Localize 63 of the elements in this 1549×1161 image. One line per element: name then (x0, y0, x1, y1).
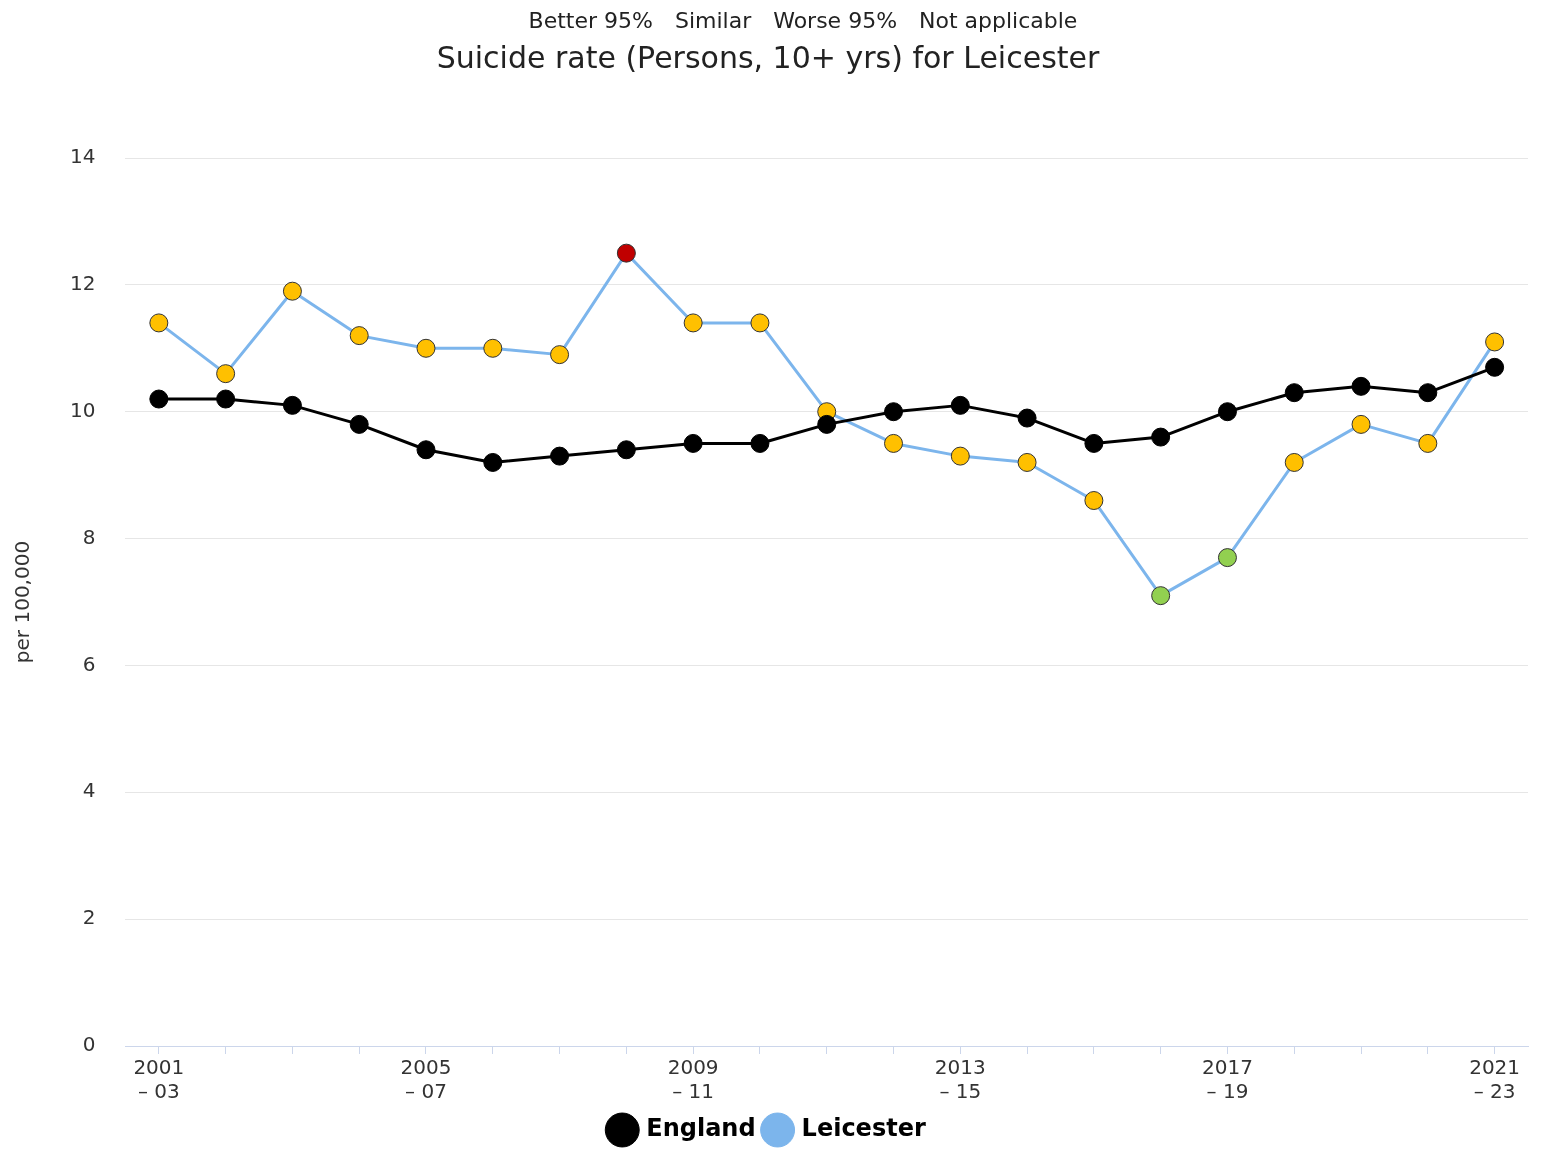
point (1418, 433, 1438, 453)
point (1284, 452, 1304, 472)
x-tick-label: 2001 – 03 (133, 1055, 185, 1104)
point (683, 313, 703, 333)
point (1017, 452, 1037, 472)
point (1351, 376, 1371, 396)
y-tick-label: 14 (70, 144, 96, 169)
text: Not applicable (919, 8, 1078, 33)
text: Similar (674, 8, 752, 33)
x-tick-label: 2013 – 15 (934, 1055, 986, 1104)
point (1217, 402, 1237, 422)
y-tick-label: 12 (70, 271, 96, 296)
point (1084, 433, 1104, 453)
x-tick-label: 2005 – 07 (400, 1055, 452, 1104)
point (216, 364, 236, 384)
point (616, 440, 636, 460)
point (550, 345, 570, 365)
point (1485, 357, 1505, 377)
y-tick-label: 8 (82, 524, 96, 549)
point (483, 452, 503, 472)
point (416, 440, 436, 460)
point (750, 433, 770, 453)
point (1151, 586, 1171, 606)
y-tick-label: 10 (70, 397, 96, 422)
point (817, 414, 837, 434)
point (1485, 332, 1505, 352)
text: Better 95% (528, 8, 653, 33)
point (950, 395, 970, 415)
point (216, 389, 236, 409)
point (349, 414, 369, 434)
point (1084, 491, 1104, 511)
point (349, 326, 369, 346)
point (1151, 427, 1171, 447)
y-tick-label: 4 (82, 778, 96, 803)
point (282, 281, 302, 301)
x-tick-label: 2021 – 23 (1469, 1055, 1521, 1104)
point (1351, 414, 1371, 434)
point (483, 338, 503, 358)
y-tick-label: 0 (82, 1032, 96, 1057)
point (149, 313, 169, 333)
x-tick-label: 2017 – 19 (1202, 1055, 1253, 1104)
chart-title: Suicide rate (Persons, 10+ yrs) for Leicester (436, 39, 1100, 75)
point (1418, 383, 1438, 403)
legend-label: England (646, 1114, 756, 1143)
y-tick-label: 2 (82, 905, 96, 930)
y-tick-label: 6 (82, 651, 96, 676)
y-axis-title: per 100,000 (10, 540, 35, 664)
legend-label: Leicester (801, 1114, 926, 1143)
point (1217, 548, 1237, 568)
x-tick-label: 2009 – 11 (667, 1055, 719, 1104)
text: Worse 95% (773, 8, 898, 33)
point (1284, 383, 1304, 403)
point (884, 402, 904, 422)
point (1017, 408, 1037, 428)
point (683, 433, 703, 453)
point (149, 389, 169, 409)
point (550, 446, 570, 466)
point (950, 446, 970, 466)
point (884, 433, 904, 453)
point (616, 243, 636, 263)
point (750, 313, 770, 333)
point (282, 395, 302, 415)
point (416, 338, 436, 358)
